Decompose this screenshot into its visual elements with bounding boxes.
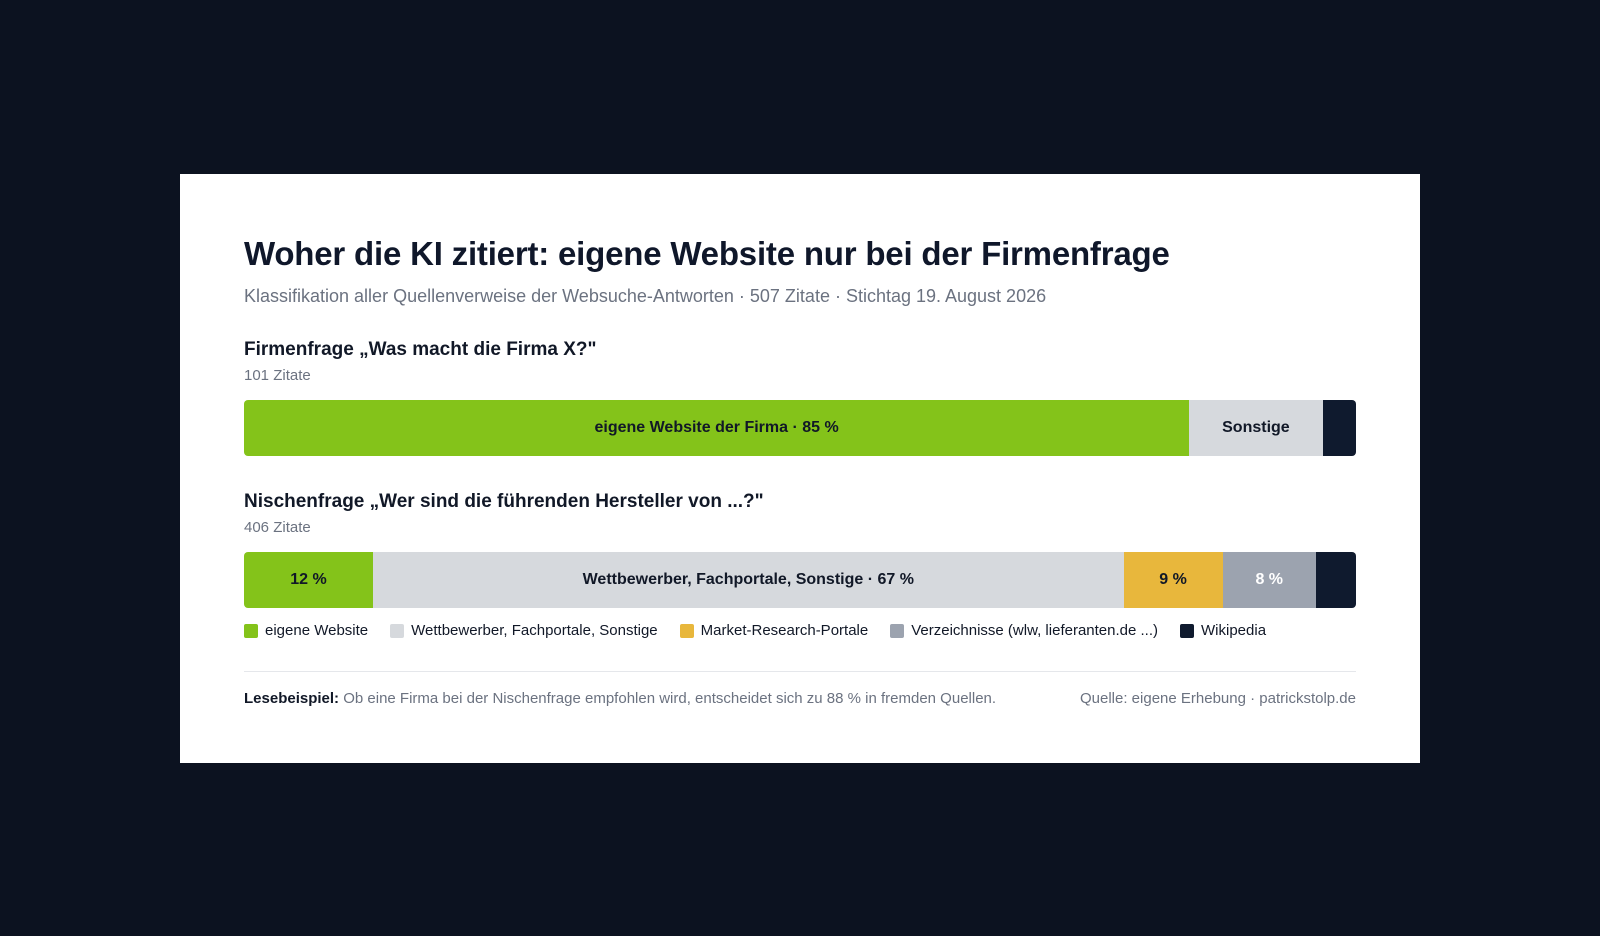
chart-card: Woher die KI zitiert: eigene Website nur… [180,174,1420,763]
chart-footer: Lesebeispiel: Ob eine Firma bei der Nisc… [244,690,1356,707]
source-note: Quelle: eigene Erhebung · patrickstolp.d… [1079,690,1356,707]
reading-example-label: Lesebeispiel: [244,690,340,707]
legend-swatch [890,623,905,638]
bar-segment-market-research: 9 % [1123,552,1223,608]
legend-item-eigene-website: eigene Website [244,622,368,639]
reading-example-text: Ob eine Firma bei der Nischenfrage empfo… [343,690,997,707]
legend-item-verzeichnisse: Verzeichnisse (wlw, lieferanten.de ...) [890,622,1158,639]
row-title: Firmenfrage „Was macht die Firma X?" [244,339,597,360]
bar-segment-wikipedia [1315,552,1356,608]
legend-label: Verzeichnisse (wlw, lieferanten.de ...) [911,622,1159,639]
chart-title: Woher die KI zitiert: eigene Website nur… [244,235,1170,272]
bar-segment-sonstige: Wettbewerber, Fachportale, Sonstige · 67… [372,552,1124,608]
legend-swatch [244,623,258,638]
legend-swatch [390,623,405,638]
legend-swatch [679,623,694,638]
bar-segment-eigene-website: 12 % [244,552,373,608]
row-title: Nischenfrage „Wer sind die führenden Her… [244,491,764,512]
row-nischenfrage: Nischenfrage „Wer sind die führenden Her… [244,490,1356,608]
divider [244,671,1356,672]
row-count: 406 Zitate [244,519,311,536]
legend-item-wikipedia: Wikipedia [1180,622,1266,639]
chart-subtitle: Klassifikation aller Quellenverweise der… [244,286,1047,306]
legend-swatch [1180,623,1195,638]
legend-label: Wettbewerber, Fachportale, Sonstige [411,622,658,639]
bar-segment-sonstige: Sonstige [1189,400,1323,456]
stacked-bar-firmenfrage: eigene Website der Firma · 85 % Sonstige [244,400,1356,456]
bar-segment-wikipedia [1322,400,1356,456]
chart-legend: eigene Website Wettbewerber, Fachportale,… [244,622,1356,639]
legend-item-sonstige: Wettbewerber, Fachportale, Sonstige [390,622,658,639]
row-count: 101 Zitate [244,367,311,384]
bar-segment-eigene-website: eigene Website der Firma · 85 % [244,400,1190,456]
stacked-bar-nischenfrage: 12 % Wettbewerber, Fachportale, Sonstige … [244,552,1356,608]
legend-item-market-research: Market-Research-Portale [679,622,869,639]
row-firmenfrage: Firmenfrage „Was macht die Firma X?" 101… [244,338,1356,456]
legend-label: Market-Research-Portale [700,622,869,639]
legend-label: Wikipedia [1201,622,1267,639]
bar-segment-verzeichnisse: 8 % [1222,552,1316,608]
reading-example: Lesebeispiel: Ob eine Firma bei der Nisc… [244,690,996,707]
legend-label: eigene Website [265,622,369,639]
